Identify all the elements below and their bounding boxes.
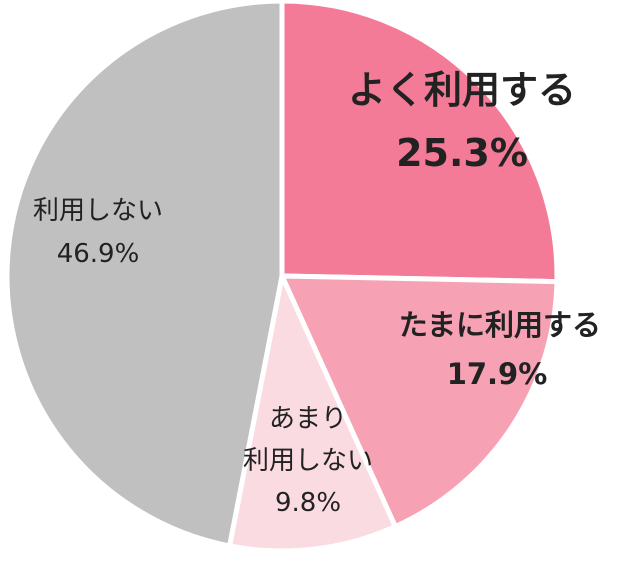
slice-tamani-riyou-suru <box>279 273 560 530</box>
slice-label-group-2: たまに利用する 17.9% <box>399 308 601 391</box>
slice-label-group-3: あまり 利用しない 9.8% <box>243 404 373 518</box>
slice-label-amari-line2: 利用しない <box>243 446 373 476</box>
slice-label-group-4: 利用しない 46.9% <box>33 196 163 269</box>
slice-value-riyou-shinai: 46.9% <box>57 239 140 269</box>
pie-slices <box>4 0 560 554</box>
slice-value-amari-riyou-shinai: 9.8% <box>275 488 341 518</box>
slice-label-riyou-shinai: 利用しない <box>33 196 163 226</box>
slice-value-tamani-riyou-suru: 17.9% <box>447 357 548 391</box>
slice-yoku-riyou-suru <box>279 0 560 285</box>
slice-value-yoku-riyou-suru: 25.3% <box>396 131 528 175</box>
slice-label-yoku-riyou-suru: よく利用する <box>348 68 576 112</box>
slice-label-tamani-riyou-suru: たまに利用する <box>399 308 601 342</box>
slice-label-amari-line1: あまり <box>269 404 347 434</box>
slice-label-group-1: よく利用する 25.3% <box>348 68 576 175</box>
slice-riyou-shinai <box>4 0 285 549</box>
